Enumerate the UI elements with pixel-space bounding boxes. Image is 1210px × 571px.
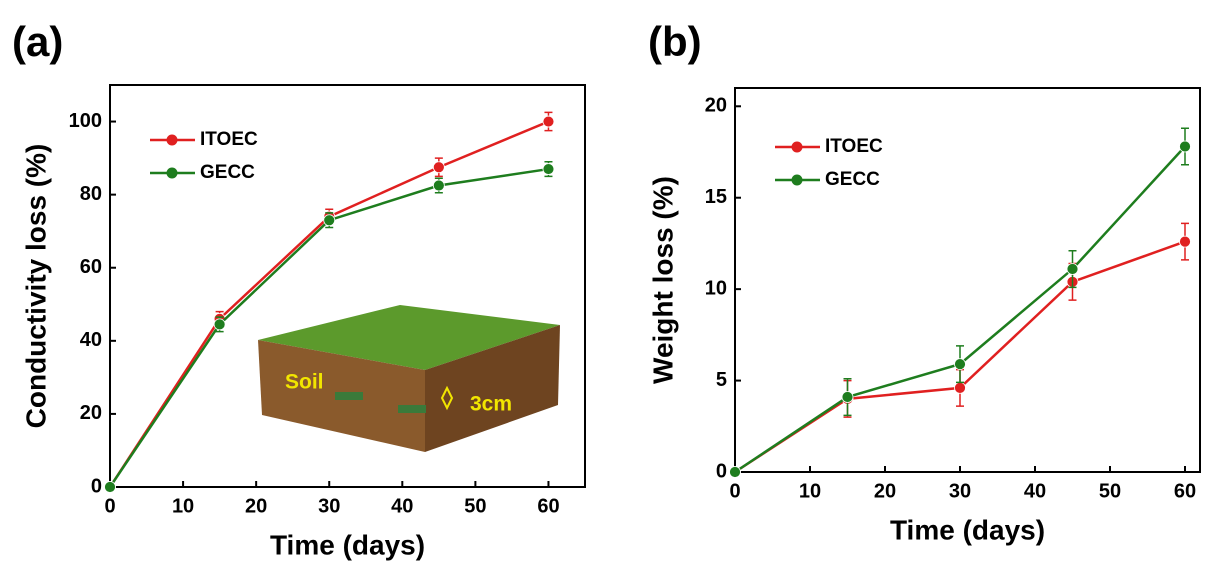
x-tick-label: 40: [391, 495, 413, 517]
y-tick-label: 100: [69, 110, 102, 132]
y-tick-label: 0: [91, 475, 102, 497]
y-tick-label: 10: [705, 277, 727, 299]
y-tick-label: 5: [716, 369, 727, 391]
soil-inset: Soil 3cm: [258, 305, 560, 452]
legend-label: GECC: [825, 169, 880, 190]
legend-label: ITOEC: [825, 136, 883, 157]
data-point: [432, 161, 445, 174]
device: [398, 405, 426, 413]
soil-side: [425, 325, 560, 452]
x-tick-label: 30: [318, 495, 340, 517]
y-tick-label: 20: [80, 402, 102, 424]
legend-marker: [166, 134, 178, 146]
data-point: [104, 481, 116, 493]
plot-frame: [734, 87, 1201, 473]
legend-marker: [791, 141, 803, 153]
series-line: [734, 145, 1186, 474]
grass-top: [258, 305, 560, 370]
legend-label: GECC: [200, 162, 255, 183]
x-tick-label: 60: [537, 495, 559, 517]
legend-marker: [166, 167, 178, 179]
data-point: [1066, 263, 1079, 275]
y-tick-label: 20: [705, 95, 727, 117]
x-tick-label: 0: [729, 480, 740, 502]
x-tick-label: 10: [172, 495, 194, 517]
device: [335, 392, 363, 400]
data-point: [542, 163, 555, 175]
y-tick-label: 40: [80, 329, 102, 351]
y-tick-label: 60: [80, 256, 102, 278]
legend-marker: [791, 174, 803, 186]
y-tick-label: 80: [80, 183, 102, 205]
x-tick-label: 10: [799, 480, 821, 502]
data-point: [729, 466, 741, 478]
annotation: Soil: [285, 371, 324, 394]
depth-marker: [440, 385, 454, 411]
annotation: 3cm: [470, 393, 512, 416]
x-tick-label: 20: [245, 495, 267, 517]
y-tick-label: 0: [716, 460, 727, 482]
x-tick-label: 40: [1024, 480, 1046, 502]
x-axis-label: Time (days): [890, 514, 1045, 545]
y-tick-label: 15: [705, 186, 727, 208]
y-axis-label: Conductivity loss (%): [20, 144, 51, 429]
data-point: [1179, 235, 1191, 248]
data-point: [954, 358, 966, 371]
x-tick-label: 50: [1099, 480, 1121, 502]
data-point: [432, 179, 445, 192]
x-tick-label: 20: [874, 480, 896, 502]
data-point: [323, 214, 336, 227]
x-tick-label: 50: [464, 495, 486, 517]
data-point: [542, 115, 555, 128]
x-axis-label: Time (days): [270, 529, 425, 560]
x-tick-label: 0: [104, 495, 115, 517]
x-tick-label: 60: [1174, 480, 1196, 502]
legend-label: ITOEC: [200, 129, 258, 150]
data-point: [1179, 140, 1191, 153]
panel-label: (a): [12, 18, 63, 65]
panel-label: (b): [648, 18, 702, 65]
data-point: [841, 391, 854, 403]
x-tick-label: 30: [949, 480, 971, 502]
data-point: [954, 381, 966, 394]
data-point: [213, 318, 226, 331]
y-axis-label: Weight loss (%): [647, 176, 678, 384]
plot-frame: [109, 84, 586, 488]
